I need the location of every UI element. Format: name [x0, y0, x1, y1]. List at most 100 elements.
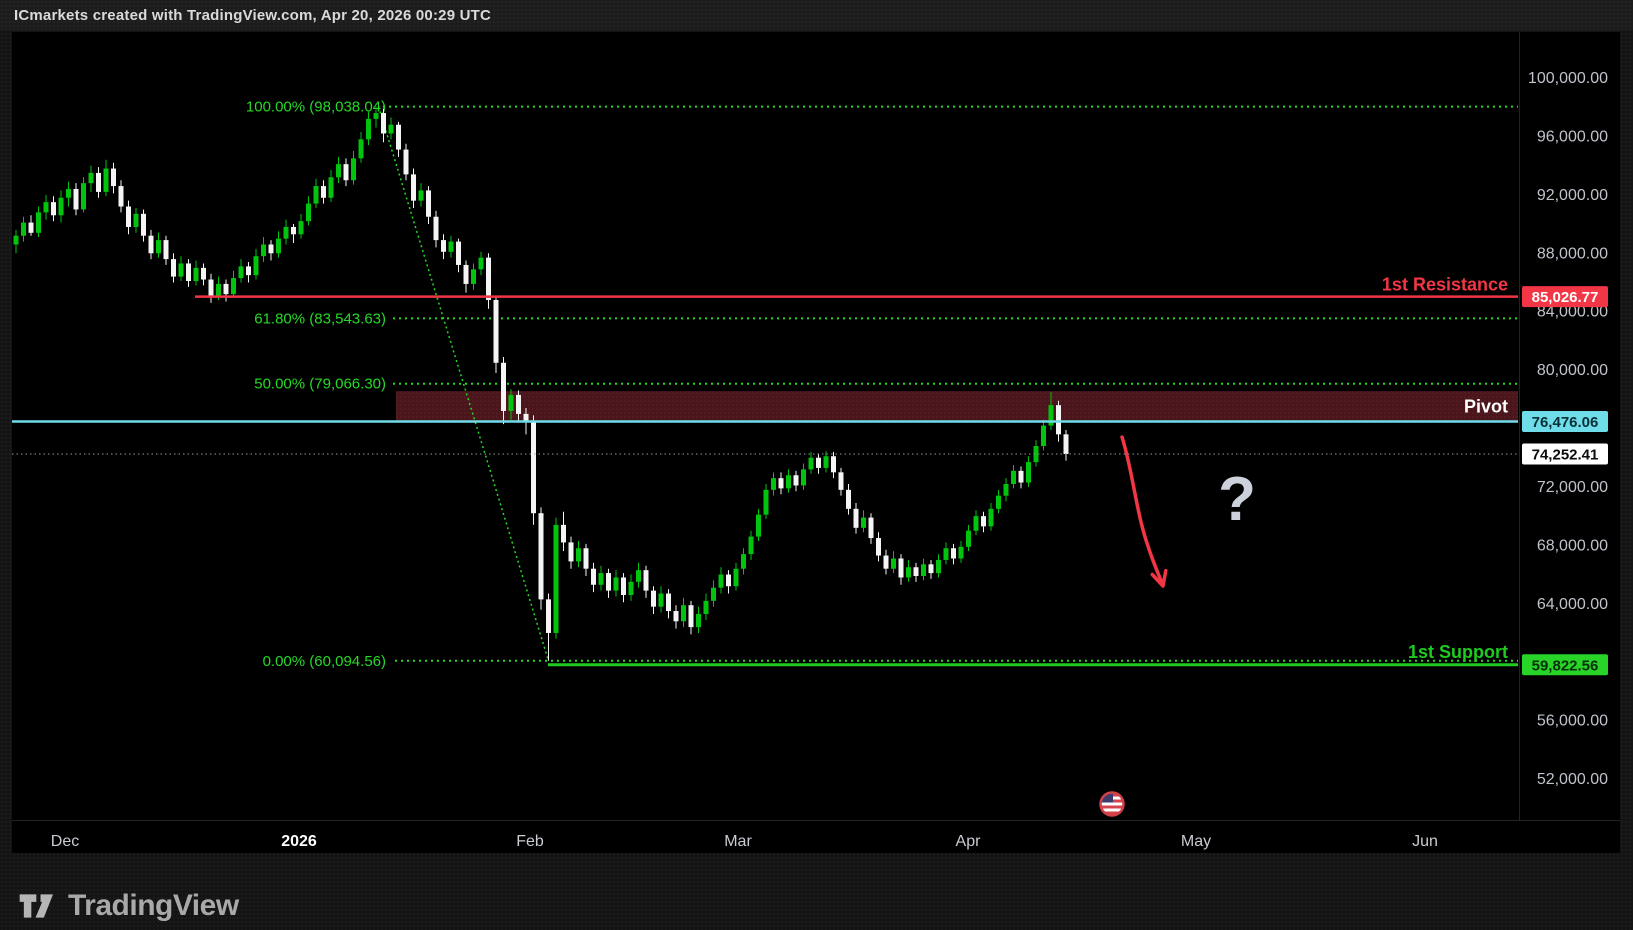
candle	[591, 562, 596, 593]
candle	[696, 606, 701, 633]
candle	[516, 390, 521, 423]
candle	[336, 156, 341, 184]
price-tick-label-7: 68,000.00	[1537, 537, 1608, 554]
candle	[816, 453, 821, 474]
candle	[853, 502, 859, 534]
candle	[501, 356, 506, 425]
tradingview-logo-icon	[19, 894, 53, 918]
candle	[583, 543, 589, 577]
candle	[291, 224, 296, 244]
candle	[838, 467, 844, 496]
candle	[358, 132, 364, 163]
candle	[268, 240, 274, 261]
candle	[703, 593, 709, 620]
watermark-header-bar: ICmarkets created with TradingView.com, …	[0, 0, 1633, 30]
chart-panel	[12, 32, 1620, 853]
candle	[13, 229, 19, 254]
svg-text:59,822.56: 59,822.56	[1532, 657, 1599, 674]
fib-level-label-1: 61.80% (83,543.63)	[254, 310, 386, 327]
arrow-head-icon	[1150, 568, 1168, 588]
price-tick-label-1: 96,000.00	[1537, 128, 1608, 145]
svg-text:76,476.06: 76,476.06	[1532, 414, 1599, 431]
candle	[493, 295, 499, 374]
candle	[486, 253, 491, 309]
candle	[651, 586, 656, 614]
candle	[81, 177, 86, 213]
candle	[943, 542, 949, 565]
candle	[726, 570, 731, 594]
candle	[613, 570, 619, 597]
candle	[471, 263, 476, 290]
time-axis[interactable]	[12, 821, 1518, 853]
candle	[433, 210, 439, 248]
candle	[103, 159, 109, 197]
candle	[343, 158, 349, 187]
watermark-title: ICmarkets created with TradingView.com, …	[14, 6, 492, 24]
candle	[958, 540, 964, 563]
fib-level-label-3: 0.00% (60,094.56)	[263, 653, 386, 670]
candle	[636, 562, 641, 588]
candle	[253, 248, 259, 280]
pivot-label: Pivot	[1464, 396, 1508, 416]
candle	[538, 507, 544, 610]
candle	[831, 451, 836, 479]
candle	[58, 190, 64, 223]
time-axis-label-Mar: Mar	[724, 833, 752, 850]
candle	[171, 253, 176, 283]
candle	[73, 183, 79, 216]
candle	[996, 489, 1001, 514]
svg-text:74,252.41: 74,252.41	[1532, 447, 1599, 464]
candle	[553, 517, 559, 639]
candle	[238, 259, 244, 283]
candle	[36, 206, 41, 238]
tradingview-logo[interactable]: TradingView	[18, 884, 239, 928]
candle	[201, 263, 206, 286]
current-price-badge: 74,252.41	[1522, 443, 1608, 465]
candle	[673, 605, 679, 629]
candle	[306, 196, 311, 226]
pivot-price-badge: 76,476.06	[1522, 411, 1608, 433]
candle	[763, 483, 769, 520]
price-tick-label-10: 52,000.00	[1537, 771, 1608, 788]
candle	[606, 568, 611, 598]
candle	[381, 108, 386, 143]
candle	[328, 170, 334, 203]
candle	[621, 573, 626, 603]
candle	[756, 508, 761, 541]
candle	[313, 178, 319, 208]
candle	[178, 256, 184, 281]
pivot-zone-band[interactable]	[396, 391, 1518, 422]
fib-retracement[interactable]: 100.00% (98,038.04) 61.80% (83,543.63) 50.…	[246, 99, 1518, 670]
candle	[1011, 465, 1016, 489]
candle	[478, 251, 484, 276]
candle	[928, 559, 934, 579]
support-price-badge: 59,822.56	[1522, 654, 1608, 676]
candle	[163, 235, 169, 265]
candle	[456, 238, 461, 273]
svg-text:85,026.77: 85,026.77	[1532, 289, 1599, 306]
price-tick-label-9: 56,000.00	[1537, 713, 1608, 730]
candles	[13, 106, 1069, 661]
candle	[88, 165, 94, 192]
candle	[966, 524, 971, 552]
candle	[801, 463, 806, 490]
candle	[463, 260, 469, 293]
us-flag-event-icon[interactable]	[1099, 791, 1125, 817]
candle	[141, 209, 146, 242]
candle	[418, 183, 424, 207]
candle	[1003, 478, 1009, 502]
question-mark-annotation[interactable]: ?	[1218, 465, 1256, 534]
time-axis-label-May: May	[1181, 833, 1211, 850]
candle	[688, 600, 694, 635]
time-axis-labels: Dec 2026 Feb Mar Apr May Jun	[51, 833, 1438, 850]
candle	[921, 558, 926, 581]
candle	[246, 262, 251, 283]
candle	[988, 502, 994, 531]
candle	[868, 513, 874, 544]
candle	[711, 580, 716, 607]
candle	[741, 548, 746, 575]
candle	[148, 229, 154, 260]
candle	[448, 235, 454, 258]
projection-arrow[interactable]	[1120, 435, 1168, 588]
